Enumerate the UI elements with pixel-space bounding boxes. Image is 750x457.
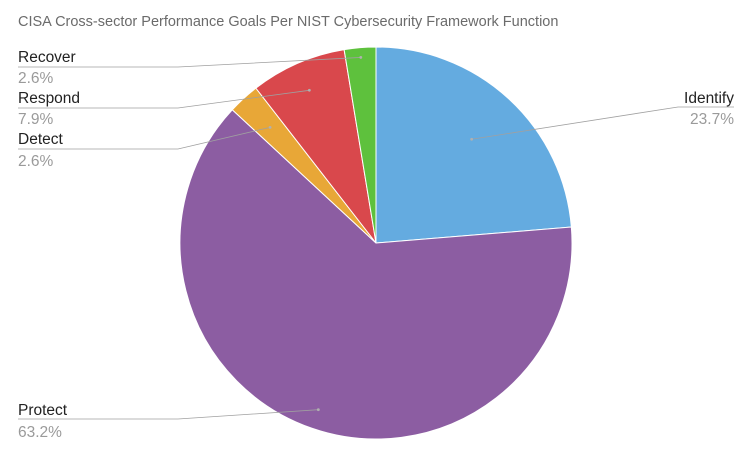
leader-dot-identify <box>470 137 474 141</box>
leader-lines <box>18 56 734 420</box>
value-identify: 23.7% <box>690 111 734 128</box>
value-detect: 2.6% <box>18 153 54 170</box>
label-identify: Identify <box>684 90 734 107</box>
leader-line-protect <box>18 409 319 420</box>
leader-line-identify <box>471 106 734 140</box>
value-respond: 7.9% <box>18 111 54 128</box>
leader-line-respond <box>18 89 310 109</box>
slice-identify <box>375 46 572 244</box>
leader-dot-detect <box>268 125 272 129</box>
slice-recover <box>343 46 377 244</box>
slice-respond <box>255 49 377 244</box>
label-protect: Protect <box>18 402 68 419</box>
chart-title: CISA Cross-sector Performance Goals Per … <box>18 14 559 30</box>
label-respond: Respond <box>18 90 80 107</box>
slice-protect <box>179 109 573 440</box>
label-recover: Recover <box>18 49 76 66</box>
label-detect: Detect <box>18 131 63 148</box>
leader-dot-respond <box>307 88 311 92</box>
leader-line-recover <box>18 57 361 68</box>
value-protect: 63.2% <box>18 424 62 441</box>
slice-labels: Identify 23.7% Protect 63.2% Detect 2.6% Respo… <box>18 49 734 441</box>
leader-dot-recover <box>359 56 363 59</box>
value-recover: 2.6% <box>18 70 54 87</box>
slices <box>179 46 573 440</box>
leader-dot-protect <box>316 408 320 412</box>
leader-line-detect <box>18 126 271 150</box>
